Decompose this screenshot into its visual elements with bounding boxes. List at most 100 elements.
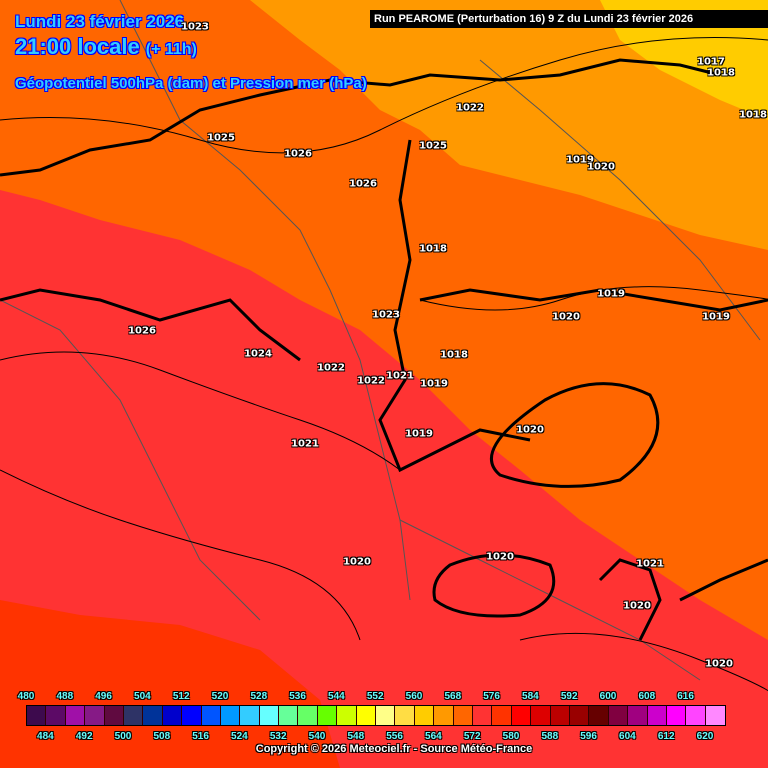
- legend-label: 584: [522, 691, 539, 702]
- run-info-bar: Run PEAROME (Perturbation 16) 9 Z du Lun…: [370, 10, 768, 28]
- legend-label: 596: [580, 731, 597, 742]
- legend-swatch: [453, 706, 473, 725]
- legend-swatch: [182, 706, 202, 725]
- isobar-label: 1019: [405, 428, 433, 440]
- isobar-label: 1021: [636, 558, 664, 570]
- copyright: Copyright © 2026 Meteociel.fr - Source M…: [255, 743, 533, 755]
- forecast-date: Lundi 23 février 2026: [15, 12, 185, 31]
- legend-swatch: [356, 706, 377, 725]
- legend-label: 552: [366, 691, 384, 702]
- legend-label: 488: [56, 691, 74, 702]
- field-580: [0, 600, 340, 768]
- legend-swatch: [414, 706, 435, 725]
- legend-swatch: [259, 706, 280, 725]
- isobar-label: 1018: [739, 109, 767, 121]
- isobar-label: 1021: [386, 370, 414, 382]
- isobar-label: 1020: [486, 551, 514, 563]
- isobar-label: 1025: [419, 140, 447, 152]
- legend-swatch: [589, 706, 609, 725]
- legend-swatch: [337, 706, 357, 725]
- legend-label: 612: [657, 731, 675, 742]
- legend-label: 616: [677, 691, 694, 702]
- legend-label: 532: [269, 731, 287, 742]
- legend-swatch: [317, 706, 338, 725]
- legend-swatch: [201, 706, 221, 725]
- legend-label: 556: [386, 731, 403, 742]
- legend-label: 536: [289, 691, 306, 702]
- color-legend: [26, 705, 727, 726]
- legend-label: 568: [444, 691, 462, 702]
- legend-swatch: [531, 706, 551, 725]
- isobar-label: 1026: [284, 148, 312, 160]
- legend-label: 544: [328, 691, 345, 702]
- field-564: [600, 0, 768, 120]
- legend-label: 496: [95, 691, 112, 702]
- legend-swatch: [376, 706, 396, 725]
- isobar-label: 1020: [343, 556, 371, 568]
- isobar-label: 1020: [705, 658, 733, 670]
- legend-swatch: [298, 706, 318, 725]
- legend-swatch: [434, 706, 454, 725]
- isobar-label: 1020: [516, 424, 544, 436]
- legend-label: 528: [250, 691, 268, 702]
- legend-label: 524: [231, 731, 248, 742]
- isobar-label: 1020: [587, 161, 615, 173]
- legend-label: 512: [172, 691, 190, 702]
- legend-label: 600: [599, 691, 617, 702]
- legend-label: 560: [405, 691, 423, 702]
- legend-label: 520: [211, 691, 229, 702]
- legend-swatch: [550, 706, 570, 725]
- isobar-label: 1017: [697, 56, 725, 68]
- isobar-label: 1018: [707, 67, 735, 79]
- isobar-label: 1022: [317, 362, 345, 374]
- legend-swatch: [85, 706, 105, 725]
- legend-swatch: [472, 706, 493, 725]
- isobars-thick: [0, 58, 768, 641]
- legend-swatch: [123, 706, 144, 725]
- legend-swatch: [647, 706, 667, 725]
- legend-label: 516: [192, 731, 209, 742]
- isobar-label: 1019: [566, 154, 594, 166]
- isobar-label: 1026: [128, 325, 156, 337]
- local-time: 21:00 locale: [15, 34, 140, 59]
- isobar-label: 1019: [702, 311, 730, 323]
- isobar-label: 1025: [207, 132, 235, 144]
- legend-swatch: [569, 706, 590, 725]
- legend-label: 564: [425, 731, 442, 742]
- isobar-label: 1018: [419, 243, 447, 255]
- isobar-label: 1023: [181, 21, 209, 33]
- isobar-label: 1020: [552, 311, 580, 323]
- legend-swatch: [628, 706, 648, 725]
- forecast-time: 21:00 locale (+ 11h): [15, 34, 197, 60]
- legend-swatch: [511, 706, 532, 725]
- legend-label: 572: [463, 731, 481, 742]
- legend-label: 620: [696, 731, 714, 742]
- legend-swatch: [608, 706, 629, 725]
- legend-swatch: [279, 706, 299, 725]
- legend-label: 504: [134, 691, 151, 702]
- legend-label: 508: [153, 731, 171, 742]
- parameter-title: Géopotentiel 500hPa (dam) et Pression me…: [15, 75, 367, 92]
- legend-label: 484: [37, 731, 54, 742]
- borders: [0, 0, 761, 681]
- legend-label: 500: [114, 731, 132, 742]
- legend-label: 592: [560, 691, 578, 702]
- legend-label: 604: [619, 731, 636, 742]
- isobar-label: 1022: [456, 102, 484, 114]
- isobar-label: 1024: [244, 348, 272, 360]
- legend-label: 480: [17, 691, 35, 702]
- isobar-label: 1026: [349, 178, 377, 190]
- legend-swatch: [104, 706, 124, 725]
- legend-label: 540: [308, 731, 326, 742]
- legend-swatch: [65, 706, 86, 725]
- legend-swatch: [220, 706, 241, 725]
- legend-swatch: [162, 706, 183, 725]
- isobar-label: 1019: [597, 288, 625, 300]
- legend-label: 580: [502, 731, 520, 742]
- legend-swatch: [27, 706, 47, 725]
- legend-swatch: [666, 706, 687, 725]
- isobar-label: 1019: [420, 378, 448, 390]
- legend-swatch: [686, 706, 706, 725]
- isobar-label: 1022: [357, 375, 385, 387]
